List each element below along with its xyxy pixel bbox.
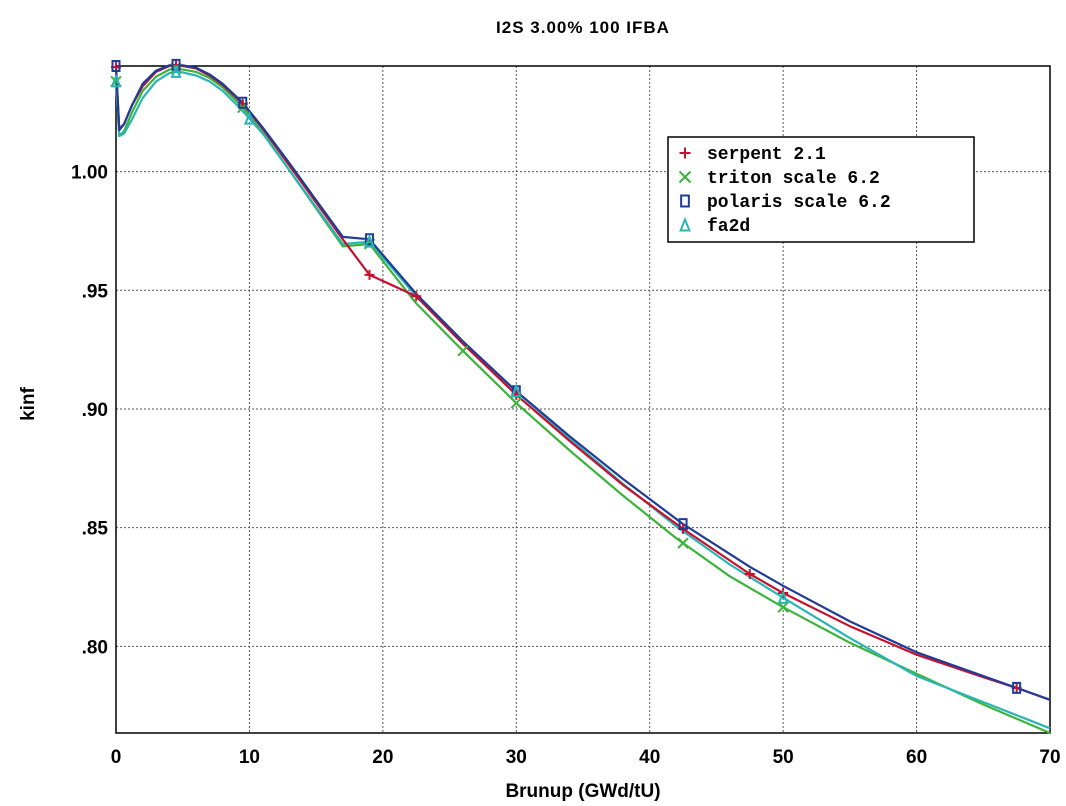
series-marker <box>677 537 689 549</box>
series-marker <box>170 64 182 78</box>
series-marker <box>171 58 181 71</box>
y-ticks: .80 .85 .90 .95 1.00 <box>71 163 108 659</box>
series-marker <box>110 73 122 88</box>
y-tick-label: .90 <box>82 400 108 421</box>
marker-layer <box>110 58 1022 694</box>
legend-label: serpent 2.1 <box>707 145 826 165</box>
series-marker <box>510 383 522 398</box>
series-marker <box>777 590 789 604</box>
series-marker <box>777 601 789 613</box>
x-axis-label: Brunup (GWd/tU) <box>505 781 660 802</box>
series-line-3 <box>114 70 1051 730</box>
series-marker <box>364 269 375 280</box>
y-tick-label: .95 <box>82 281 109 302</box>
y-tick-label: .85 <box>82 519 109 540</box>
series-line-2 <box>114 63 1051 701</box>
series-marker <box>111 60 121 72</box>
legend-marker <box>679 216 691 232</box>
series-marker <box>510 397 522 409</box>
series-marker <box>411 291 422 302</box>
chart-title: I2S 3.00% 100 IFBA <box>496 18 670 37</box>
series-marker <box>1012 681 1022 694</box>
x-ticks: 0 10 20 30 40 50 60 70 <box>111 747 1061 768</box>
series-marker <box>364 233 375 248</box>
y-axis-label: kinf <box>18 386 39 420</box>
y-tick-label: .80 <box>82 637 108 658</box>
legend: serpent 2.1 triton scale 6.2 polaris scale… <box>667 136 975 243</box>
legend-label: triton scale 6.2 <box>707 169 880 189</box>
legend-label: polaris scale 6.2 <box>707 193 891 213</box>
x-tick-label: 10 <box>239 747 260 768</box>
x-tick-label: 40 <box>639 747 660 768</box>
y-tick-label: 1.00 <box>71 163 108 184</box>
x-tick-label: 50 <box>773 747 794 768</box>
series-marker <box>744 568 755 579</box>
legend-marker <box>680 194 690 208</box>
legend-label: fa2d <box>707 217 750 237</box>
plot-frame <box>115 65 1051 734</box>
legend-marker <box>678 170 692 184</box>
series-marker <box>457 345 469 357</box>
x-tick-label: 70 <box>1039 747 1060 768</box>
legend-box <box>667 136 975 243</box>
x-tick-label: 20 <box>372 747 393 768</box>
x-tick-label: 60 <box>906 747 927 768</box>
series-marker <box>243 110 255 125</box>
x-tick-label: 0 <box>111 747 122 768</box>
series-marker <box>238 96 248 109</box>
series-marker <box>678 518 688 531</box>
legend-marker <box>679 147 691 159</box>
x-tick-label: 30 <box>506 747 527 768</box>
